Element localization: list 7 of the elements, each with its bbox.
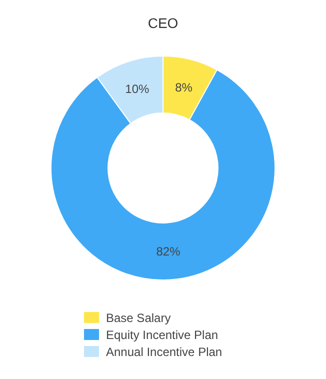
legend-label: Equity Incentive Plan (106, 328, 218, 342)
legend-label: Annual Incentive Plan (106, 345, 222, 359)
data-label: 8% (175, 80, 193, 94)
legend-label: Base Salary (106, 311, 171, 325)
data-label: 10% (125, 82, 150, 96)
chart-title: CEO (148, 15, 178, 31)
data-label: 82% (156, 244, 181, 259)
